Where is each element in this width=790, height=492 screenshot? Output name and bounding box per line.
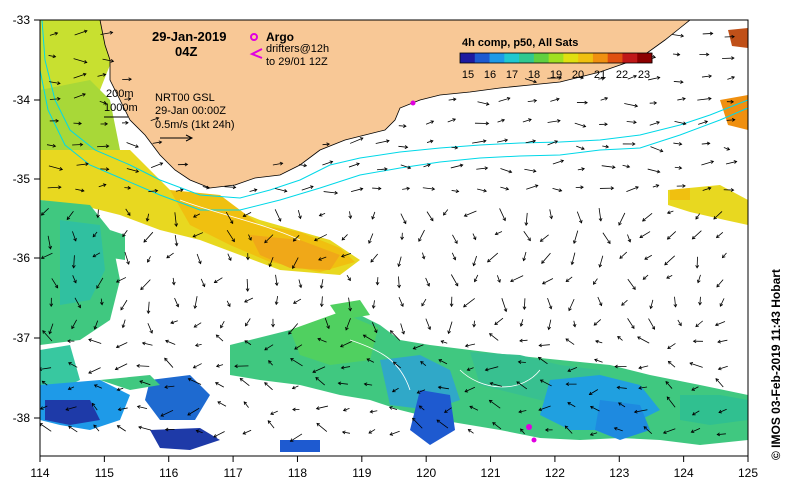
drifters-label: drifters@12h <box>266 43 329 55</box>
x-tick-label: 125 <box>738 466 758 480</box>
colorbar-swatch <box>637 53 653 63</box>
y-tick-label: -38 <box>13 411 31 425</box>
colorbar-swatch <box>578 53 594 63</box>
argo-float-icon <box>531 437 537 443</box>
y-tick-label: -34 <box>13 93 31 107</box>
x-tick-label: 120 <box>416 466 436 480</box>
colorbar-swatch <box>563 53 579 63</box>
argo-float-icon <box>410 100 416 106</box>
plot-frame <box>39 19 749 457</box>
x-tick-label: 117 <box>224 466 243 480</box>
depth-1000m-label: 1000m <box>104 102 138 114</box>
argo-label: Argo <box>266 30 294 44</box>
depth-200m-label: 200m <box>106 88 134 100</box>
current-vectors <box>40 29 738 442</box>
x-tick-label: 118 <box>288 466 307 480</box>
y-tick-label: -35 <box>13 172 31 186</box>
colorbar-swatch <box>548 53 564 63</box>
credit-text: © IMOS 03-Feb-2019 11:43 Hobart <box>769 269 783 460</box>
current-scale: 0.5m/s (1kt 24h) <box>155 119 234 131</box>
colorbar-tick-label: 20 <box>572 69 584 81</box>
colorbar-tick-label: 19 <box>550 69 562 81</box>
argo-markers <box>410 100 537 443</box>
x-tick-label: 124 <box>674 466 694 480</box>
colorbar: 15 16 17 18 19 20 21 22 23 <box>459 52 653 81</box>
colorbar-swatch <box>504 53 520 63</box>
argo-float-icon <box>526 424 532 430</box>
x-tick-label: 119 <box>352 466 371 480</box>
x-tick-label: 115 <box>95 466 114 480</box>
colorbar-swatch <box>489 53 505 63</box>
argo-float-icon <box>250 33 258 41</box>
colorbar-title: 4h comp, p50, All Sats <box>462 37 578 49</box>
colorbar-swatch <box>592 53 609 63</box>
y-tick-label: -37 <box>13 331 31 345</box>
colorbar-tick-label: 22 <box>616 69 628 81</box>
colorbar-tick-label: 23 <box>638 69 650 81</box>
sst-patches <box>40 20 748 452</box>
depth-contours <box>40 20 748 211</box>
y-tick-label: -33 <box>13 13 31 27</box>
map-time: 04Z <box>175 44 197 59</box>
colorbar-swatch <box>607 53 623 63</box>
colorbar-swatch <box>474 53 491 63</box>
x-tick-label: 116 <box>159 466 178 480</box>
y-tick-label: -36 <box>13 251 31 265</box>
y-axis: -33 -34 -35 -36 -37 -38 <box>13 13 40 425</box>
x-axis: 114 115 116 117 118 119 120 121 122 123 124 125 <box>30 456 758 480</box>
colorbar-tick-label: 16 <box>484 69 496 81</box>
colorbar-tick-label: 18 <box>528 69 540 81</box>
colorbar-swatch <box>533 53 550 63</box>
colorbar-swatch <box>519 53 535 63</box>
x-tick-label: 121 <box>481 466 501 480</box>
contour-200m <box>41 20 748 199</box>
current-time: 29-Jan 00:00Z <box>155 105 226 117</box>
current-source: NRT00 GSL <box>155 92 215 104</box>
contour-1000m <box>40 57 748 211</box>
x-tick-label: 123 <box>609 466 629 480</box>
colorbar-swatch <box>460 53 476 63</box>
drifters-to-label: to 29/01 12Z <box>266 56 328 68</box>
white-contours <box>179 199 541 391</box>
x-tick-label: 114 <box>30 466 49 480</box>
colorbar-tick-label: 21 <box>594 69 606 81</box>
drifter-chevron-icon <box>249 48 263 59</box>
colorbar-tick-label: 15 <box>462 69 474 81</box>
x-tick-label: 122 <box>545 466 565 480</box>
colorbar-swatch <box>622 53 638 63</box>
map-date: 29-Jan-2019 <box>152 29 226 44</box>
colorbar-tick-label: 17 <box>506 69 518 81</box>
